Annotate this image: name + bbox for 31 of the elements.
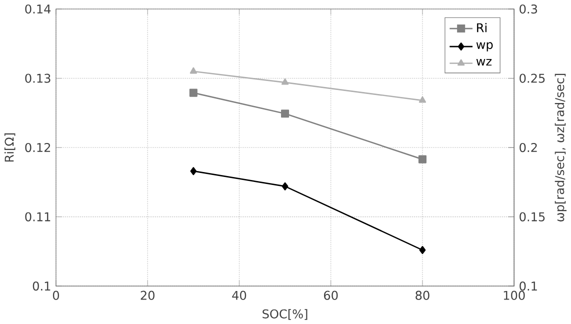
- x-tick-label: 0: [52, 290, 60, 300]
- legend-label: wz: [476, 58, 492, 66]
- y2-tick-label: 0.15: [520, 212, 545, 222]
- y2-tick-label: 0.1: [520, 281, 537, 290]
- y-tick-label: 0.1: [32, 281, 50, 290]
- x-tick-label: 60: [324, 290, 338, 300]
- y-axis-title: Ri[Ω]: [4, 133, 16, 162]
- point: [282, 182, 288, 190]
- point: [418, 96, 426, 103]
- point: [419, 246, 426, 254]
- x-tick-label: 20: [140, 290, 154, 300]
- legend-label: Ri: [477, 22, 486, 32]
- y-tick-label: 0.12: [25, 142, 50, 152]
- y-tick-label: 0.13: [25, 74, 50, 83]
- y-tick-label: 0.14: [25, 4, 51, 14]
- point: [281, 109, 290, 118]
- point: [190, 166, 197, 175]
- x-axis-title: SOC[%]: [262, 308, 308, 320]
- y2-tick-label: 0.2: [520, 142, 537, 152]
- point: [190, 67, 197, 74]
- legend-label: wp: [476, 42, 493, 52]
- x-tick-label: 100: [504, 290, 525, 300]
- y2-tick-label: 0.3: [520, 4, 538, 14]
- y2-axis-title: ωp[rad/sec], ωz[rad/sec]: [554, 74, 567, 222]
- y-tick-label: 0.11: [25, 212, 50, 222]
- point: [189, 88, 198, 97]
- point: [281, 78, 289, 85]
- x-tick-label: 80: [416, 290, 430, 300]
- point: [418, 155, 426, 164]
- y2-tick-label: 0.25: [520, 74, 545, 83]
- x-tick-label: 40: [232, 290, 246, 300]
